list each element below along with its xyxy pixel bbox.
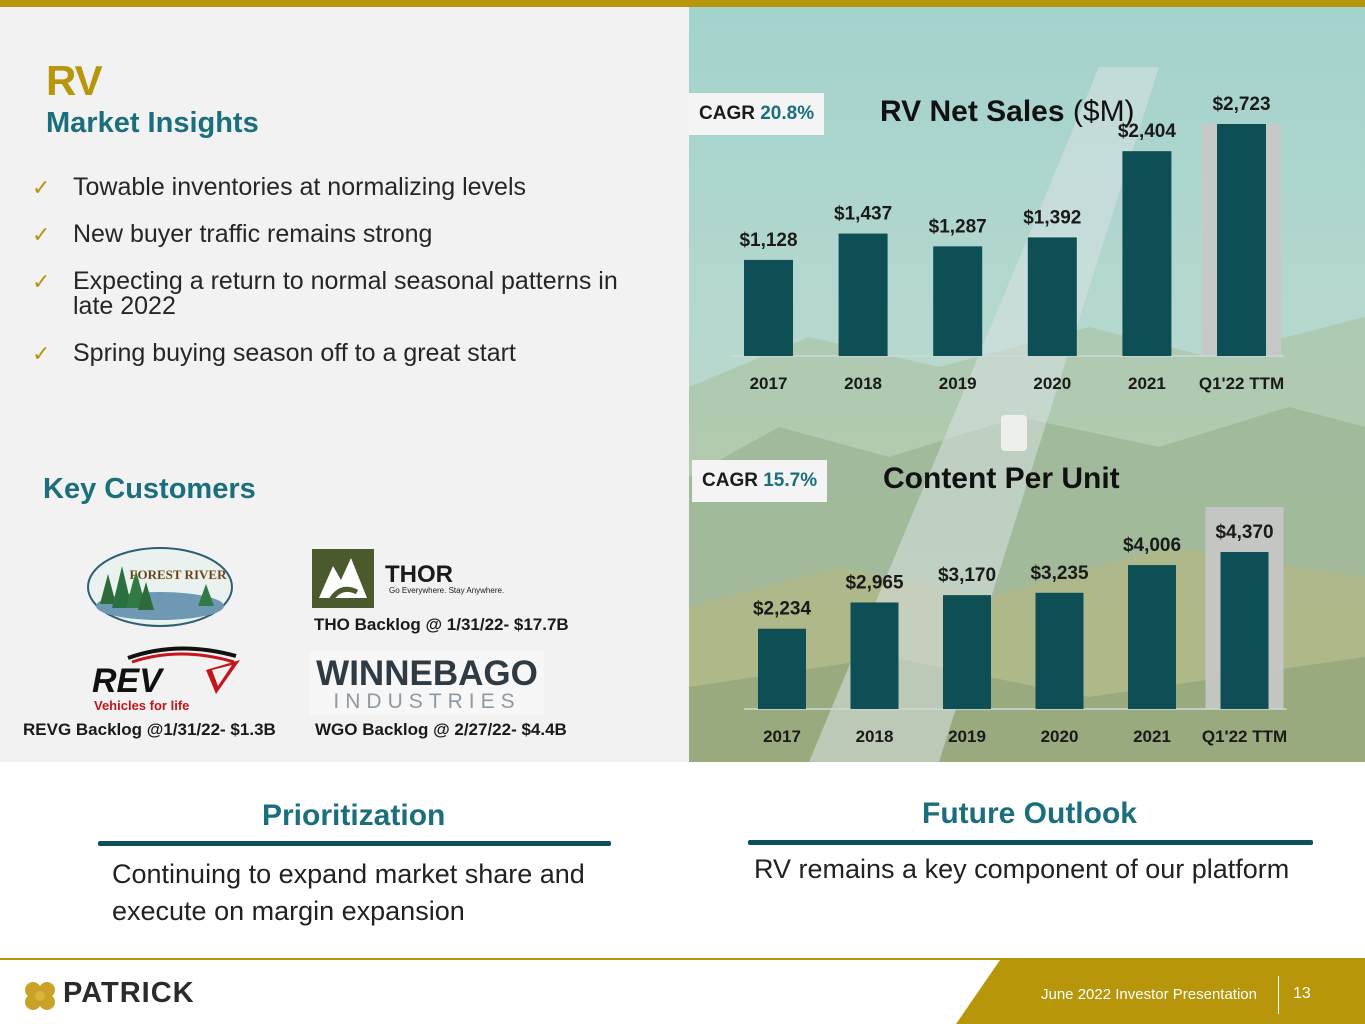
- winnebago-logo-subtext: INDUSTRIES: [333, 690, 520, 713]
- shamrock-icon: [25, 982, 55, 1010]
- cagr-label: CAGR: [702, 470, 758, 491]
- bar: [933, 246, 983, 356]
- bar-charts: $1,128 2017 $1,437 2018 $1,287 2019 $1,392 2020…: [730, 94, 1287, 746]
- bar: [1122, 151, 1172, 356]
- rev-logo: REV Vehicles for life: [92, 646, 240, 713]
- insight-item: ✓ Towable inventories at normalizing leve…: [32, 173, 652, 201]
- data-label: $1,128: [739, 230, 797, 251]
- data-label: $2,404: [1118, 121, 1177, 142]
- category-label: 2021: [1128, 374, 1166, 393]
- thor-tagline: Go Everywhere. Stay Anywhere.: [389, 586, 504, 595]
- wgo-backlog-caption: WGO Backlog @ 2/27/22- $4.4B: [315, 720, 567, 739]
- rev-logo-text: REV: [92, 662, 165, 700]
- data-label: $1,437: [834, 204, 892, 225]
- insight-item: ✓ New buyer traffic remains strong: [32, 220, 652, 248]
- page-number: 13: [1293, 985, 1311, 1002]
- check-icon: ✓: [32, 269, 51, 294]
- data-label: $1,287: [929, 216, 987, 237]
- future-outlook-rule: [748, 840, 1313, 845]
- data-label: $2,234: [753, 599, 812, 620]
- cagr-value: 15.7%: [763, 470, 818, 491]
- footer-gold-band: [956, 960, 1365, 1024]
- content-per-unit-chart-title: Content Per Unit: [883, 462, 1120, 495]
- insights-list: ✓ Towable inventories at normalizing leve…: [32, 175, 652, 388]
- charts-panel: CAGR 20.8% RV Net Sales ($M) CAGR 15.7% …: [689, 7, 1365, 762]
- content-per-unit-cagr-badge: CAGR 15.7%: [692, 460, 828, 502]
- footer-separator: [1278, 976, 1279, 1014]
- rev-tagline: Vehicles for life: [94, 698, 189, 713]
- footer-presentation-label: June 2022 Investor Presentation: [1041, 986, 1257, 1003]
- data-label: $2,723: [1212, 94, 1270, 115]
- patrick-brand-logo: PATRICK: [63, 977, 195, 1009]
- insight-item: ✓ Spring buying season off to a great sta…: [32, 339, 652, 367]
- bar: [758, 628, 806, 709]
- category-label: 2020: [1033, 374, 1071, 393]
- revg-backlog-caption: REVG Backlog @1/31/22- $1.3B: [23, 720, 276, 739]
- forest-river-logo-text: FOREST RIVER: [130, 567, 228, 582]
- category-label: 2018: [856, 727, 894, 746]
- winnebago-logo: WINNEBAGO INDUSTRIES: [310, 651, 544, 715]
- market-insights-panel: RV Market Insights ✓ Towable inventories …: [0, 7, 689, 762]
- thor-logo-text: THOR: [385, 561, 453, 588]
- bar: [850, 602, 899, 709]
- check-icon: ✓: [32, 341, 51, 366]
- insight-item: ✓ Expecting a return to normal seasonal p…: [32, 269, 632, 319]
- key-customers-heading: Key Customers: [43, 473, 256, 505]
- category-label: 2019: [948, 727, 986, 746]
- tho-backlog-caption: THO Backlog @ 1/31/22- $17.7B: [314, 615, 569, 634]
- chart-title-unit: ($M): [1072, 95, 1135, 128]
- footer-rule: [0, 958, 1365, 960]
- bar: [1027, 237, 1077, 356]
- net-sales-cagr-badge: CAGR 20.8%: [689, 93, 825, 135]
- data-label: $2,965: [845, 572, 904, 593]
- category-label: 2018: [844, 374, 882, 393]
- data-label: $3,235: [1030, 563, 1089, 584]
- category-label: Q1'22 TTM: [1199, 374, 1284, 393]
- category-label: 2020: [1041, 727, 1079, 746]
- cagr-label: CAGR: [699, 103, 755, 124]
- cagr-value: 20.8%: [760, 103, 815, 124]
- insight-text: Towable inventories at normalizing level…: [73, 173, 527, 201]
- data-label: $4,006: [1123, 535, 1181, 556]
- data-label: $1,392: [1023, 207, 1081, 228]
- bar: [1217, 124, 1266, 356]
- top-accent-rule: [0, 0, 1365, 7]
- check-icon: ✓: [32, 222, 51, 247]
- bar: [838, 233, 888, 356]
- prioritization-heading: Prioritization: [262, 799, 446, 832]
- bar: [1220, 552, 1269, 709]
- bar: [1035, 592, 1084, 709]
- forest-river-logo: FOREST RIVER: [87, 547, 233, 627]
- data-label: $3,170: [938, 565, 996, 586]
- slide-title: RV: [46, 57, 103, 104]
- category-label: 2017: [750, 374, 788, 393]
- slide-subtitle: Market Insights: [46, 107, 259, 139]
- prioritization-rule: [98, 841, 611, 846]
- insight-text: Expecting a return to normal seasonal pa…: [73, 267, 618, 320]
- net-sales-chart-title: RV Net Sales ($M): [880, 95, 1135, 129]
- chart-title-text: RV Net Sales: [880, 95, 1065, 128]
- bar: [1128, 565, 1176, 709]
- category-label: 2017: [763, 727, 801, 746]
- insight-text: New buyer traffic remains strong: [73, 220, 433, 248]
- check-icon: ✓: [32, 175, 51, 200]
- bar: [943, 595, 991, 709]
- future-outlook-heading: Future Outlook: [922, 797, 1137, 830]
- category-label: 2019: [939, 374, 977, 393]
- category-label: 2021: [1133, 727, 1171, 746]
- winnebago-logo-text: WINNEBAGO: [316, 654, 538, 693]
- thor-logo: THOR Go Everywhere. Stay Anywhere.: [312, 549, 504, 608]
- data-label: $4,370: [1215, 522, 1273, 543]
- bar: [744, 259, 793, 356]
- insight-text: Spring buying season off to a great star…: [73, 339, 516, 367]
- prioritization-text: Continuing to expand market share and ex…: [112, 859, 585, 926]
- category-label: Q1'22 TTM: [1202, 727, 1287, 746]
- future-outlook-text: RV remains a key component of our platfo…: [754, 854, 1290, 884]
